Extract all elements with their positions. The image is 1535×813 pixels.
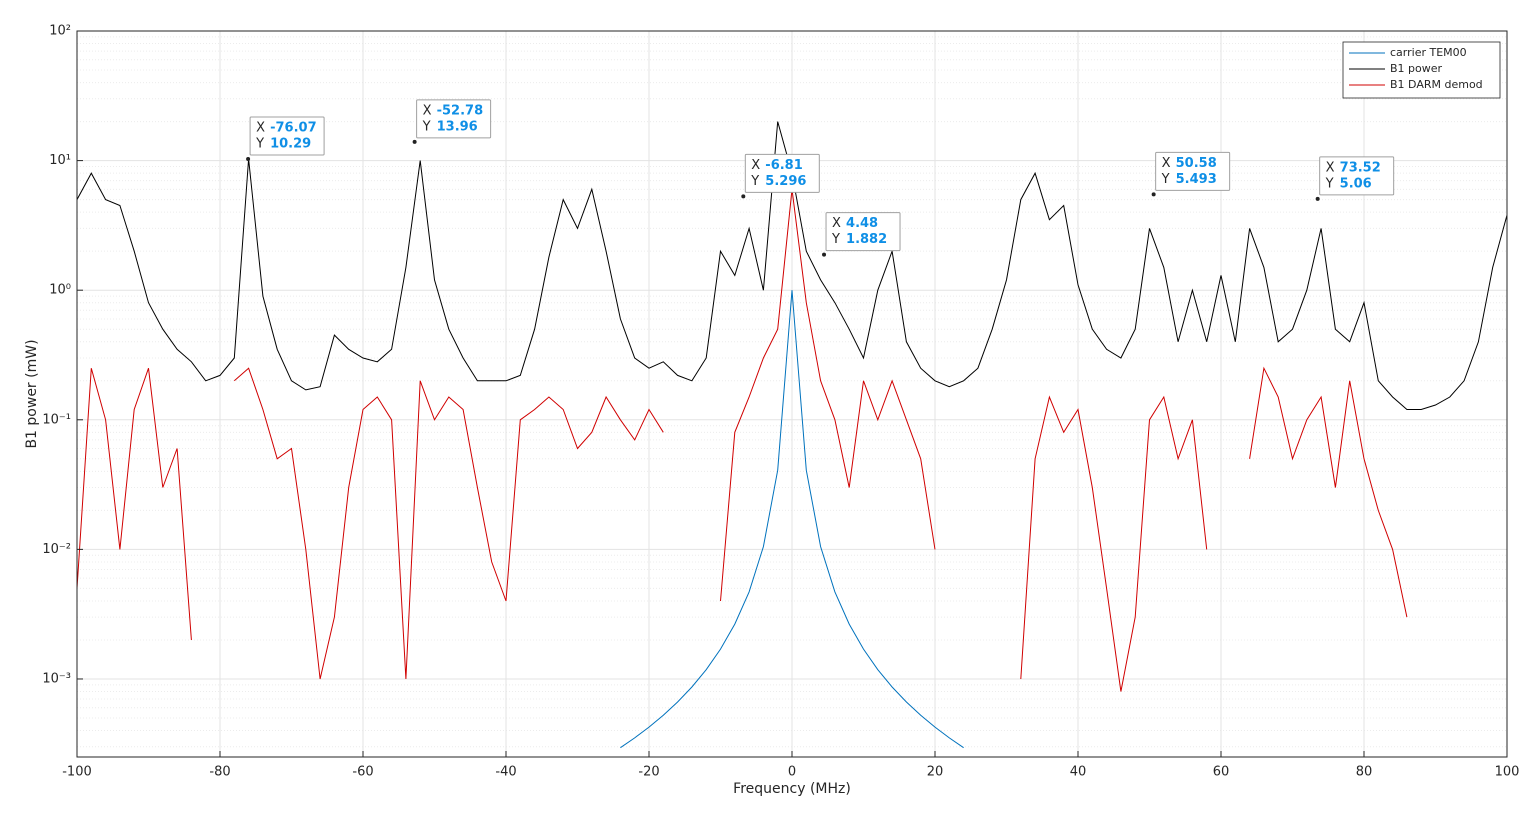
x-tick-label: 80 [1356,765,1373,780]
datatip-x-label: X [1162,156,1171,171]
datatip-x-value: -52.78 [437,103,484,118]
datatip-y-value: 5.493 [1176,172,1217,187]
y-tick-label: 10⁻² [42,542,71,557]
x-tick-label: 60 [1213,765,1230,780]
datatip-y-label: Y [1161,172,1170,187]
datatip-marker [1151,192,1156,197]
datatip-y-label: Y [831,232,840,247]
grid [76,30,1508,757]
x-tick-label: 20 [927,765,944,780]
series-line [620,290,964,749]
datatip-box [1155,151,1231,191]
datatip-x-value: 4.48 [846,216,878,231]
datatip-box [825,212,901,252]
x-axis-label: Frequency (MHz) [733,781,851,797]
datatip-y-value: 5.06 [1340,176,1372,191]
datatip-box [1319,156,1395,196]
y-tick-label: 10⁻¹ [42,412,71,427]
datatip-x-label: X [256,120,265,135]
legend: carrier TEM00 B1 power B1 DARM demod [1342,41,1501,99]
datatip-y-label: Y [750,174,759,189]
datatip-x-value: 50.58 [1176,156,1217,171]
legend-label: B1 power [1390,62,1443,75]
x-tick-label: -60 [352,765,373,780]
datatip-box [416,99,492,139]
x-tick-label: 100 [1495,765,1520,780]
datatip-y-value: 5.296 [765,174,806,189]
y-tick-label: 10² [49,24,71,39]
datatip-x-label: X [751,158,760,173]
x-tick-label: 0 [788,765,796,780]
datatip-marker [741,194,746,199]
datatip-x-label: X [832,216,841,231]
datatip-y-label: Y [422,119,431,134]
datatip-y-value: 13.96 [437,119,478,134]
datatip-marker [246,156,251,161]
y-tick-label: 10¹ [49,153,71,168]
y-tick-label: 10⁰ [49,283,71,298]
datatip-marker [1315,196,1320,201]
x-tick-label: -100 [62,765,92,780]
datatip-x-value: -6.81 [765,158,802,173]
datatip-y-label: Y [255,136,264,151]
x-tick-label: -80 [209,765,230,780]
ticks: -100 -80 -60 -40 -20 0 20 40 60 80 100 10⁻³ 10⁻² 10⁻¹… [42,24,1519,780]
datatip-marker [822,252,827,257]
y-tick-label: 10⁻³ [42,671,71,686]
datatip-y-label: Y [1325,176,1334,191]
datatip-x-label: X [423,103,432,118]
x-tick-label: -40 [495,765,516,780]
legend-label: B1 DARM demod [1390,78,1483,91]
datatip-x-value: 73.52 [1340,160,1381,175]
y-axis-label: B1 power (mW) [24,339,40,448]
datatip-x-label: X [1326,160,1335,175]
legend-label: carrier TEM00 [1390,46,1467,59]
x-tick-label: 40 [1070,765,1087,780]
datatip-marker [412,139,417,144]
datatip-y-value: 10.29 [270,136,311,151]
datatip-box [744,153,820,193]
datatip-box [249,116,325,156]
x-tick-label: -20 [638,765,659,780]
datatip-x-value: -76.07 [270,120,317,135]
legend-box [1342,41,1501,99]
datatip-y-value: 1.882 [846,232,887,247]
